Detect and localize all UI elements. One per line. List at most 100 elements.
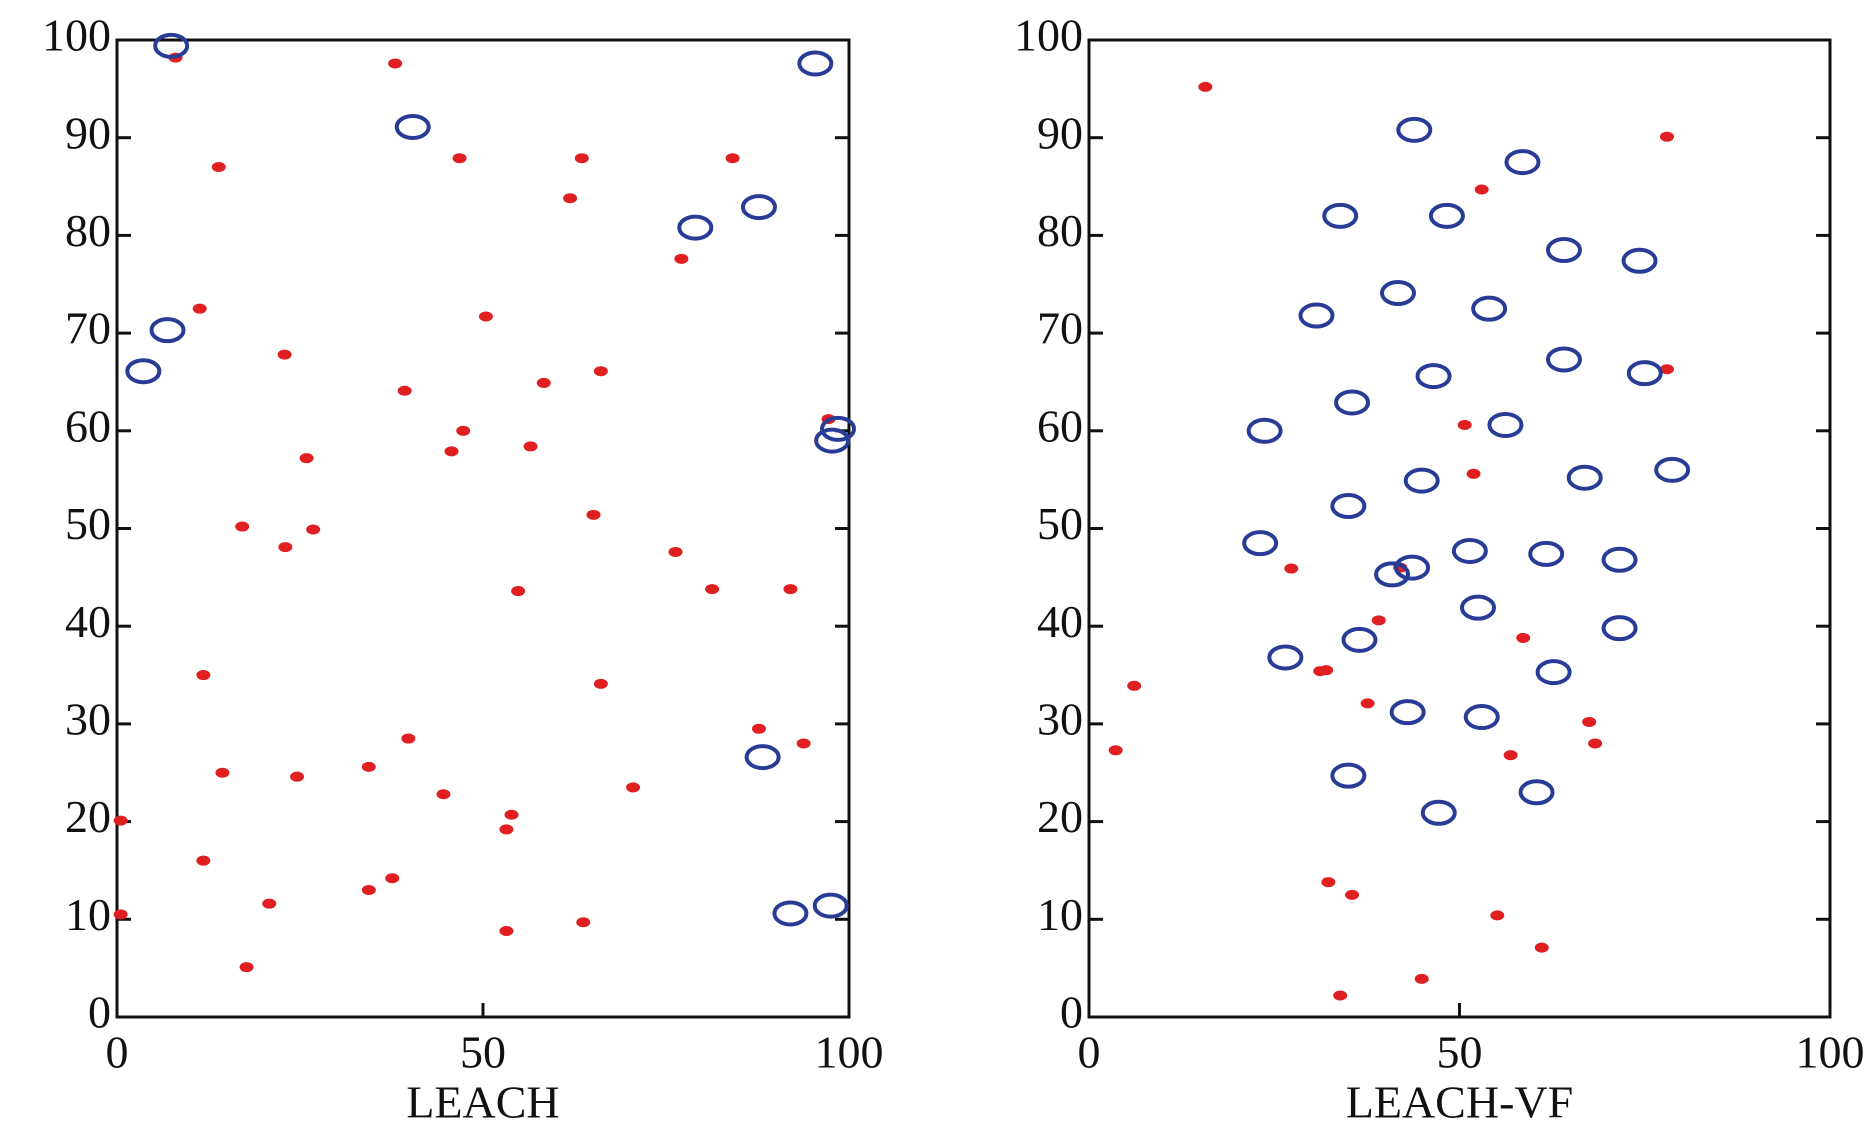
- node: [536, 377, 551, 388]
- y-tick-label: 40: [65, 596, 111, 647]
- cluster-head: [1396, 116, 1433, 143]
- node: [1345, 889, 1360, 900]
- node: [290, 771, 305, 782]
- cluster-head: [1535, 659, 1572, 686]
- cluster-head: [1428, 202, 1465, 229]
- node: [499, 824, 514, 835]
- cluster-head: [1528, 540, 1565, 567]
- node: [113, 909, 128, 920]
- x-tick-label: 100: [815, 1027, 884, 1078]
- cluster-head: [797, 50, 834, 77]
- y-tick-label: 10: [65, 889, 111, 940]
- x-tick-label: 100: [1796, 1027, 1865, 1078]
- node: [1333, 990, 1348, 1001]
- cluster-head: [820, 415, 857, 442]
- node: [511, 586, 526, 597]
- node: [1284, 563, 1299, 574]
- cluster-head: [1545, 346, 1582, 373]
- y-tick-label: 80: [65, 205, 111, 256]
- node: [523, 441, 538, 452]
- node: [1360, 698, 1375, 709]
- node: [262, 898, 277, 909]
- cluster-head: [744, 744, 781, 771]
- cluster-head: [1322, 202, 1359, 229]
- node: [783, 584, 798, 595]
- cluster-head: [125, 358, 162, 385]
- cluster-head: [1601, 615, 1638, 642]
- cluster-head: [1330, 762, 1367, 789]
- cluster-head: [1601, 546, 1638, 573]
- cluster-head: [1460, 594, 1497, 621]
- node: [499, 926, 514, 937]
- x-axis-label: LEACH-VF: [1346, 1077, 1573, 1124]
- node: [504, 809, 519, 820]
- node: [1516, 632, 1531, 643]
- x-tick-label: 50: [1437, 1027, 1483, 1078]
- node: [1659, 131, 1674, 142]
- cluster-head: [1654, 456, 1691, 483]
- plot-frame: [115, 38, 851, 1019]
- node: [196, 670, 211, 681]
- node: [593, 678, 608, 689]
- node: [1457, 419, 1472, 430]
- y-tick-label: 60: [65, 400, 111, 451]
- node: [1371, 615, 1386, 626]
- node: [563, 193, 578, 204]
- node: [1474, 184, 1489, 195]
- cluster-head: [1415, 363, 1452, 390]
- node: [192, 303, 207, 314]
- cluster-head: [1626, 360, 1663, 387]
- x-tick-label: 50: [460, 1027, 506, 1078]
- node: [576, 917, 591, 928]
- node: [1313, 666, 1328, 677]
- cluster-head: [1246, 417, 1283, 444]
- node: [796, 738, 811, 749]
- cluster-head: [1451, 537, 1488, 564]
- y-tick-label: 70: [1037, 303, 1083, 354]
- y-tick-label: 90: [1037, 107, 1083, 158]
- cluster-head: [394, 113, 431, 140]
- y-tick-label: 90: [65, 107, 111, 158]
- y-tick-label: 70: [65, 303, 111, 354]
- cluster-head: [812, 892, 849, 919]
- y-tick-label: 10: [1037, 889, 1083, 940]
- cluster-head: [1621, 247, 1658, 274]
- cluster-head: [740, 194, 777, 221]
- y-tick-label: 100: [1014, 10, 1083, 61]
- node: [1490, 910, 1505, 921]
- node: [239, 962, 254, 973]
- node: [1582, 716, 1597, 727]
- node: [1659, 364, 1674, 375]
- node: [705, 584, 720, 595]
- node: [1108, 745, 1123, 756]
- cluster-head: [153, 32, 190, 59]
- node: [1534, 942, 1549, 953]
- cluster-head: [1374, 561, 1411, 588]
- node: [235, 521, 250, 532]
- cluster-head: [1487, 411, 1524, 438]
- plot-frame: [1087, 38, 1832, 1019]
- node: [574, 153, 589, 164]
- node: [211, 162, 226, 173]
- node: [674, 253, 689, 264]
- cluster-head: [1566, 464, 1603, 491]
- node: [593, 366, 608, 377]
- x-axis-label: LEACH: [406, 1077, 559, 1124]
- cluster-head: [1463, 704, 1500, 731]
- cluster-head: [1545, 237, 1582, 264]
- node: [401, 733, 416, 744]
- x-tick-label: 0: [106, 1027, 129, 1078]
- y-tick-label: 30: [65, 693, 111, 744]
- node: [215, 767, 230, 778]
- node: [278, 542, 293, 553]
- node: [385, 873, 400, 884]
- node: [113, 815, 128, 826]
- y-tick-label: 20: [65, 791, 111, 842]
- y-tick-label: 60: [1037, 400, 1083, 451]
- cluster-head: [1267, 644, 1304, 671]
- y-tick-label: 30: [1037, 693, 1083, 744]
- cluster-head: [1394, 554, 1431, 581]
- node: [436, 789, 451, 800]
